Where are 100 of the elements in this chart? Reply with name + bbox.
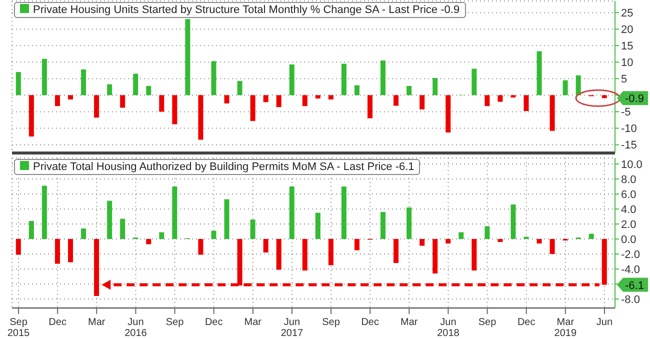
bar	[302, 239, 308, 270]
bar	[263, 239, 268, 252]
bar	[81, 228, 86, 239]
bar	[420, 239, 425, 246]
y-tick-label: -8.0	[621, 294, 640, 306]
y-tick-label: 25	[621, 7, 634, 20]
bar	[576, 75, 581, 96]
annotation: -0.9	[625, 93, 644, 106]
x-tick-label: Sep	[322, 317, 340, 328]
bar	[263, 95, 268, 102]
bar	[28, 95, 34, 136]
bar	[328, 239, 334, 266]
bar	[458, 232, 464, 239]
bar	[354, 85, 360, 96]
bar	[68, 239, 73, 262]
bar	[172, 95, 178, 124]
bar	[484, 226, 490, 239]
bar	[237, 80, 242, 96]
bar	[550, 95, 555, 131]
bar	[224, 95, 230, 104]
bar	[380, 212, 386, 239]
y-tick-label: 2.0	[621, 218, 636, 231]
bar	[550, 239, 555, 254]
bar	[420, 95, 425, 110]
bar	[250, 220, 256, 239]
bar	[341, 64, 346, 96]
bar	[562, 80, 568, 96]
bar	[289, 186, 294, 239]
x-tick-label: Jun 2017	[280, 317, 304, 339]
legend-label: Private Total Housing Authorized by Building Permits MoM SA - Last Price -6.1	[32, 161, 414, 173]
y-tick-label: -2.0	[621, 248, 640, 261]
bar	[276, 95, 282, 108]
bar	[446, 239, 451, 244]
bar	[68, 95, 73, 100]
x-tick-label: Sep	[478, 317, 497, 328]
bar	[146, 239, 152, 244]
y-tick-label: -10	[621, 123, 637, 136]
bar	[472, 239, 477, 270]
bar	[394, 239, 399, 263]
bar	[224, 199, 230, 239]
bar	[536, 239, 542, 244]
bar	[406, 208, 412, 239]
bar	[42, 58, 47, 96]
x-tick-label: Dec	[517, 317, 536, 328]
bar	[367, 95, 372, 118]
x-tick-label: Dec	[48, 317, 66, 328]
x-tick-label: Jun	[596, 317, 613, 328]
bar	[211, 230, 216, 239]
x-tick-label: Sep	[166, 317, 184, 328]
bar	[276, 239, 282, 270]
bar	[120, 218, 126, 239]
bar	[315, 212, 320, 239]
bar	[380, 60, 386, 96]
bar	[16, 239, 21, 255]
y-tick-label: 20	[621, 24, 634, 36]
x-tick-label: Mar	[88, 317, 106, 328]
bar	[198, 95, 204, 140]
y-tick-label: 10.0	[621, 158, 642, 171]
legend-label: Private Housing Units Started by Structure Total Monthly % Change SA - Last Price -0.9	[32, 4, 460, 16]
bar	[250, 95, 256, 121]
bar	[432, 239, 438, 274]
bar	[394, 95, 399, 106]
y-tick-label: -4.0	[621, 264, 640, 276]
bar	[510, 204, 516, 239]
bar	[484, 95, 490, 106]
y-tick-label: 8.0	[621, 174, 636, 186]
y-tick-label: -15	[621, 140, 637, 152]
bar	[172, 186, 178, 239]
bar	[406, 86, 412, 96]
bar	[446, 95, 451, 133]
bar	[432, 78, 438, 96]
bar	[81, 69, 86, 96]
bar	[602, 95, 607, 98]
x-tick-label: Jun 2016	[124, 317, 148, 339]
bar	[524, 95, 529, 112]
y-tick-label: 15	[621, 40, 634, 53]
y-tick-label: 10	[621, 57, 634, 70]
bar	[289, 64, 294, 96]
bar	[588, 234, 594, 239]
bar	[341, 186, 346, 239]
bar	[133, 74, 138, 96]
bar	[315, 95, 320, 98]
x-tick-label: Dec	[204, 317, 223, 328]
bar	[498, 95, 503, 102]
annotation: -6.1	[625, 280, 644, 292]
bar	[94, 239, 100, 296]
y-tick-label: 6.0	[621, 188, 636, 201]
bar	[16, 72, 21, 96]
bar	[328, 95, 334, 100]
bar	[94, 95, 100, 118]
y-tick-label: 0.0	[621, 234, 636, 246]
bar	[28, 221, 34, 239]
bar	[302, 95, 308, 106]
bar	[146, 86, 152, 96]
bar	[54, 239, 60, 264]
y-tick-label: 5	[621, 74, 628, 86]
bar	[498, 239, 503, 242]
x-tick-label: Mar 2019	[554, 317, 577, 339]
bar	[237, 239, 242, 286]
bar	[211, 61, 216, 96]
